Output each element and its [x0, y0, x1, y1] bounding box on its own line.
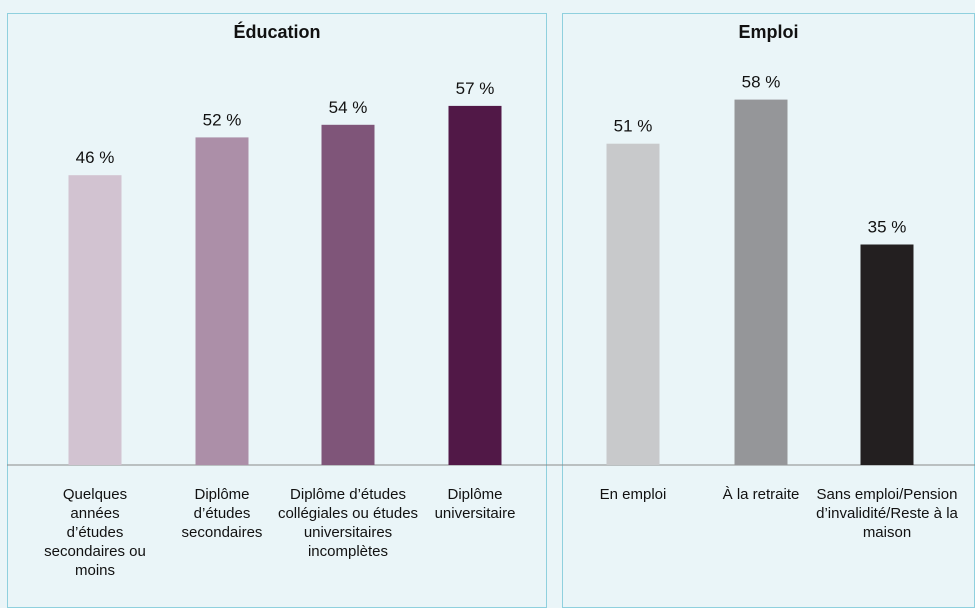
- employment-category-label-2: À la retraite: [722, 486, 800, 503]
- education-category-label-2: Diplôme d’études secondaires: [181, 486, 263, 541]
- education-value-label-2: 52 %: [203, 110, 242, 129]
- education-bar-4: [448, 105, 502, 466]
- education-bar-1: [68, 175, 122, 465]
- employment-bar-2: [734, 99, 788, 465]
- education-title: Éducation: [233, 22, 321, 42]
- employment-value-label-3: 35 %: [868, 218, 907, 237]
- employment-value-label-2: 58 %: [742, 73, 781, 92]
- education-value-label-3: 54 %: [329, 98, 368, 117]
- employment-category-label-3: Sans emploi/Pension d’invalidité/Reste à…: [816, 486, 958, 541]
- education-value-label-4: 57 %: [456, 79, 495, 98]
- employment-category-label-1: En emploi: [599, 486, 667, 503]
- education-bar-2: [195, 137, 249, 465]
- employment-value-label-1: 51 %: [614, 117, 653, 136]
- employment-title: Emploi: [738, 22, 799, 42]
- employment-bar-1: [606, 143, 660, 465]
- employment-bar-3: [860, 244, 914, 465]
- education-bar-3: [321, 124, 375, 466]
- education-category-label-4: Diplôme universitaire: [434, 486, 516, 522]
- education-category-label-1: Quelques années d’études secondaires ou …: [44, 486, 146, 579]
- education-value-label-1: 46 %: [76, 148, 115, 167]
- education-category-label-3: Diplôme d’études collégiales ou études u…: [277, 486, 419, 560]
